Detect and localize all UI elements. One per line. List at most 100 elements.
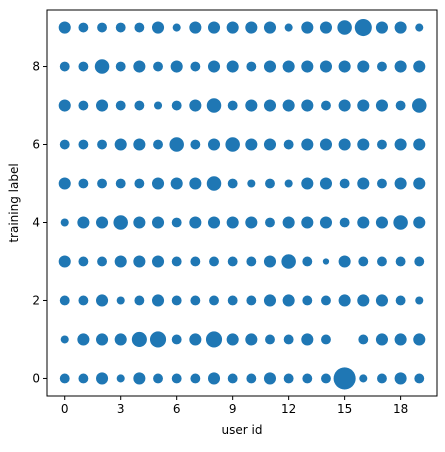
bubble xyxy=(97,256,107,267)
bubble xyxy=(281,254,296,269)
bubble xyxy=(282,60,295,73)
bubble xyxy=(375,333,388,346)
bubble xyxy=(116,296,125,305)
bubble xyxy=(339,178,350,189)
bubble xyxy=(301,99,314,112)
bubble xyxy=(227,295,238,306)
bubble xyxy=(301,60,314,73)
bubble xyxy=(78,139,89,150)
bubble xyxy=(414,256,425,267)
bubble xyxy=(171,334,182,345)
x-tick-label: 9 xyxy=(229,402,237,416)
bubble xyxy=(58,177,71,190)
bubble xyxy=(377,139,387,150)
bubble xyxy=(59,295,70,306)
bubble xyxy=(226,216,239,229)
bubble xyxy=(263,60,277,73)
x-tick-label: 18 xyxy=(393,402,408,416)
bubble xyxy=(283,139,294,150)
bubble xyxy=(78,256,89,267)
bubble xyxy=(283,334,294,345)
bubble xyxy=(245,138,258,151)
x-tick-label: 3 xyxy=(117,402,125,416)
bubble xyxy=(171,295,182,306)
bubble xyxy=(154,101,163,110)
bubble xyxy=(246,61,257,72)
bubble xyxy=(283,373,294,384)
bubble xyxy=(78,61,89,72)
bubble xyxy=(284,23,293,32)
bubble xyxy=(358,334,369,345)
bubble xyxy=(394,372,407,385)
bubble xyxy=(171,100,182,111)
bubble xyxy=(245,216,258,229)
y-tick-label: 8 xyxy=(32,60,40,74)
bubble xyxy=(189,333,202,346)
bubble xyxy=(377,61,387,72)
bubble xyxy=(263,21,277,34)
bubble xyxy=(77,333,90,346)
bubble xyxy=(190,295,201,306)
bubble xyxy=(114,255,127,268)
bubble xyxy=(113,215,128,230)
bubble xyxy=(115,100,126,111)
bubble xyxy=(394,21,407,34)
bubble xyxy=(393,215,408,230)
bubble xyxy=(322,258,330,265)
bubble xyxy=(302,295,313,306)
bubble xyxy=(207,138,221,151)
bubble xyxy=(151,294,165,307)
bubble xyxy=(78,22,89,33)
bubble xyxy=(358,256,369,267)
bubble xyxy=(114,333,127,346)
bubble xyxy=(301,21,314,34)
bubble xyxy=(78,100,89,111)
bubble xyxy=(357,138,370,151)
bubble xyxy=(59,139,70,150)
bubble xyxy=(189,21,202,34)
bubble xyxy=(78,295,89,306)
bubble xyxy=(412,98,427,113)
bubble xyxy=(96,333,109,346)
bubble xyxy=(207,216,221,229)
bubble xyxy=(394,60,407,73)
bubble xyxy=(206,176,222,191)
bubble xyxy=(413,138,426,151)
bubble xyxy=(302,256,313,267)
bubble xyxy=(96,294,109,307)
bubble xyxy=(377,178,387,189)
bubble xyxy=(395,256,406,267)
bubble xyxy=(133,255,146,268)
y-tick-label: 6 xyxy=(32,138,40,152)
x-axis-label: user id xyxy=(222,423,263,437)
bubble xyxy=(321,100,331,111)
bubble xyxy=(333,367,356,390)
bubble xyxy=(413,216,426,229)
y-tick-label: 2 xyxy=(32,293,40,307)
bubble xyxy=(338,99,351,112)
bubble xyxy=(319,21,333,34)
bubble xyxy=(227,256,238,267)
y-axis-label: training label xyxy=(7,163,21,242)
bubble xyxy=(246,373,257,384)
bubble xyxy=(209,295,219,306)
bubble xyxy=(415,23,424,32)
bubble xyxy=(284,179,293,188)
bubble xyxy=(302,373,313,384)
bubble xyxy=(59,61,70,72)
bubble xyxy=(170,177,183,190)
bubble xyxy=(375,294,388,307)
bubble xyxy=(321,373,331,384)
bubble xyxy=(226,60,239,73)
bubble xyxy=(319,216,333,229)
bubble xyxy=(226,21,239,34)
bubble xyxy=(357,60,370,73)
bubble xyxy=(375,216,388,229)
bubble xyxy=(245,333,258,346)
bubble xyxy=(375,99,388,112)
bubble xyxy=(395,295,406,306)
bubble xyxy=(263,99,277,112)
bubble xyxy=(282,294,295,307)
bubble xyxy=(96,216,109,229)
bubble xyxy=(321,295,331,306)
